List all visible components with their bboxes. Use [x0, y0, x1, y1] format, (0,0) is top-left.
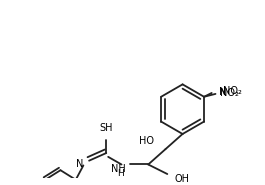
- Text: NH: NH: [111, 164, 125, 174]
- Text: H: H: [117, 169, 123, 178]
- Text: N: N: [219, 87, 227, 97]
- Text: OH: OH: [175, 174, 190, 184]
- Text: HO: HO: [139, 136, 154, 146]
- Text: NO₂: NO₂: [223, 86, 242, 96]
- Text: NO₂: NO₂: [220, 88, 239, 98]
- Text: SH: SH: [100, 123, 113, 133]
- Text: N: N: [76, 159, 83, 169]
